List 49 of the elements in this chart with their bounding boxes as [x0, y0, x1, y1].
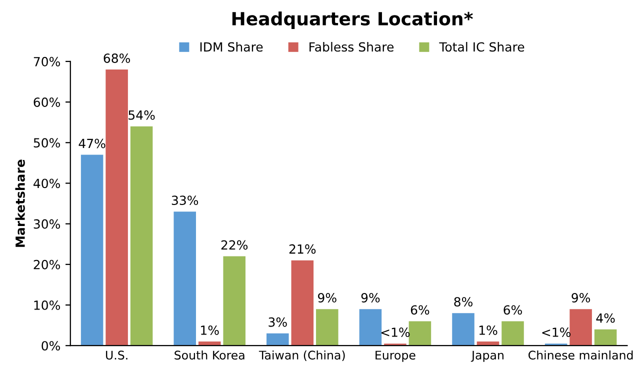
data-label: 54% — [128, 110, 155, 120]
y-tick-label: 0% — [42, 341, 60, 351]
x-tick-label: Taiwan (China) — [258, 350, 345, 361]
chart-title: Headquarters Location* — [232, 12, 473, 29]
x-tick-label: U.S. — [106, 350, 128, 360]
bar — [359, 309, 382, 346]
data-label: 1% — [479, 325, 498, 335]
x-tick-label: Japan — [470, 350, 504, 362]
data-label: 47% — [78, 138, 106, 148]
data-label: 8% — [454, 297, 472, 307]
y-tick-label: 20% — [34, 260, 60, 270]
bar — [130, 126, 153, 346]
data-label: 3% — [268, 317, 287, 327]
data-label: 9% — [318, 293, 336, 302]
bar — [291, 260, 314, 346]
bar — [452, 313, 474, 346]
legend-label: Total IC Share — [439, 42, 524, 52]
bar — [266, 333, 289, 346]
y-tick-label: 60% — [34, 98, 60, 107]
y-tick-label: 70% — [34, 56, 60, 66]
bar — [174, 212, 196, 346]
x-tick-label: Chinese mainland — [528, 350, 633, 360]
bar — [223, 256, 246, 346]
data-label: 1% — [201, 325, 219, 335]
data-label: 9% — [572, 293, 590, 302]
legend-label: Fabless Share — [310, 42, 394, 52]
legend-label: IDM Share — [200, 42, 263, 52]
data-label: 6% — [410, 305, 430, 315]
y-tick-label: 30% — [34, 219, 60, 229]
data-label: 21% — [289, 244, 316, 254]
y-tick-label: 50% — [34, 138, 60, 148]
bar — [594, 329, 617, 346]
bar — [316, 309, 338, 346]
data-label: 22% — [221, 240, 248, 250]
y-axis-title: Marketshare — [15, 160, 25, 247]
data-label: 9% — [361, 293, 380, 302]
y-tick-label: 10% — [34, 300, 60, 310]
bar — [502, 321, 524, 346]
x-tick-label: South Korea — [174, 350, 244, 360]
data-label: 4% — [596, 313, 615, 323]
y-tick-label: 40% — [34, 178, 60, 188]
data-label: 33% — [172, 196, 198, 206]
data-label: 6% — [504, 305, 522, 315]
bar — [106, 70, 128, 346]
bar — [408, 321, 432, 346]
bar — [570, 309, 592, 346]
x-tick-label: Europe — [376, 350, 416, 362]
data-label: 68% — [104, 54, 130, 63]
bar — [80, 154, 104, 346]
